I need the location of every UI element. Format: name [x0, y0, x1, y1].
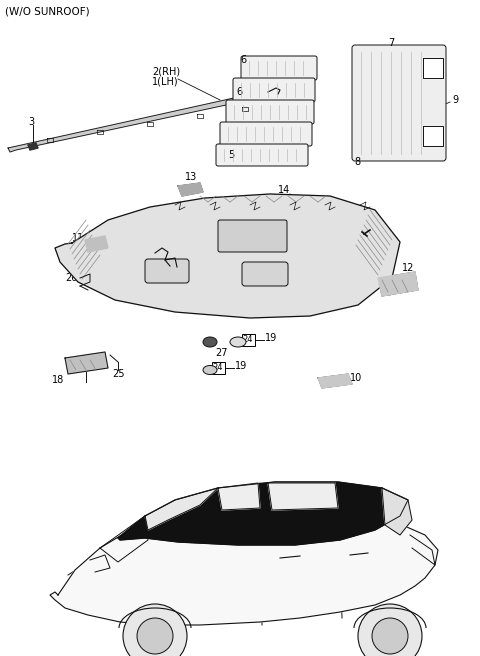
FancyBboxPatch shape [216, 144, 308, 166]
Text: 15: 15 [362, 261, 374, 271]
Text: 5: 5 [228, 150, 234, 160]
Polygon shape [118, 482, 408, 545]
Polygon shape [218, 483, 260, 510]
Polygon shape [268, 483, 338, 510]
FancyBboxPatch shape [226, 100, 314, 124]
Polygon shape [8, 88, 282, 152]
Polygon shape [178, 183, 203, 196]
Text: 24: 24 [213, 363, 223, 373]
FancyBboxPatch shape [218, 220, 287, 252]
Ellipse shape [230, 337, 246, 347]
Text: 16: 16 [370, 223, 382, 233]
Text: 25: 25 [112, 369, 124, 379]
Circle shape [137, 618, 173, 654]
Circle shape [372, 618, 408, 654]
FancyBboxPatch shape [242, 262, 288, 286]
Text: 2(RH): 2(RH) [152, 67, 180, 77]
Text: 6: 6 [236, 87, 242, 97]
Text: 14: 14 [278, 185, 290, 195]
Circle shape [358, 604, 422, 656]
Text: 19: 19 [265, 333, 277, 343]
FancyBboxPatch shape [233, 78, 315, 102]
Polygon shape [28, 143, 38, 150]
FancyBboxPatch shape [220, 122, 312, 146]
FancyBboxPatch shape [352, 45, 446, 161]
FancyBboxPatch shape [145, 259, 189, 283]
Text: 7: 7 [388, 38, 394, 48]
Text: 11: 11 [72, 233, 84, 243]
Text: 3: 3 [28, 117, 34, 127]
Polygon shape [85, 236, 108, 252]
Polygon shape [423, 126, 443, 146]
Text: 4: 4 [346, 282, 352, 292]
Ellipse shape [203, 337, 217, 347]
Polygon shape [318, 374, 352, 388]
Text: 13: 13 [185, 172, 197, 182]
Text: 19: 19 [235, 361, 247, 371]
Ellipse shape [203, 365, 217, 375]
Text: 9: 9 [452, 95, 458, 105]
Text: 26: 26 [65, 273, 77, 283]
Polygon shape [145, 488, 218, 530]
Polygon shape [423, 58, 443, 78]
Text: 10: 10 [350, 373, 362, 383]
Polygon shape [65, 352, 108, 374]
Text: 18: 18 [52, 375, 64, 385]
Text: (W/O SUNROOF): (W/O SUNROOF) [5, 7, 90, 17]
Text: 6: 6 [240, 55, 246, 65]
Polygon shape [378, 272, 418, 296]
Text: 8: 8 [354, 157, 360, 167]
Text: 24: 24 [243, 335, 253, 344]
Polygon shape [55, 194, 400, 318]
Text: 27: 27 [215, 348, 228, 358]
Text: 17: 17 [158, 243, 170, 253]
Text: 1(LH): 1(LH) [152, 77, 179, 87]
Text: 12: 12 [402, 263, 414, 273]
Polygon shape [50, 508, 438, 625]
Polygon shape [382, 488, 412, 535]
Circle shape [123, 604, 187, 656]
FancyBboxPatch shape [241, 56, 317, 80]
